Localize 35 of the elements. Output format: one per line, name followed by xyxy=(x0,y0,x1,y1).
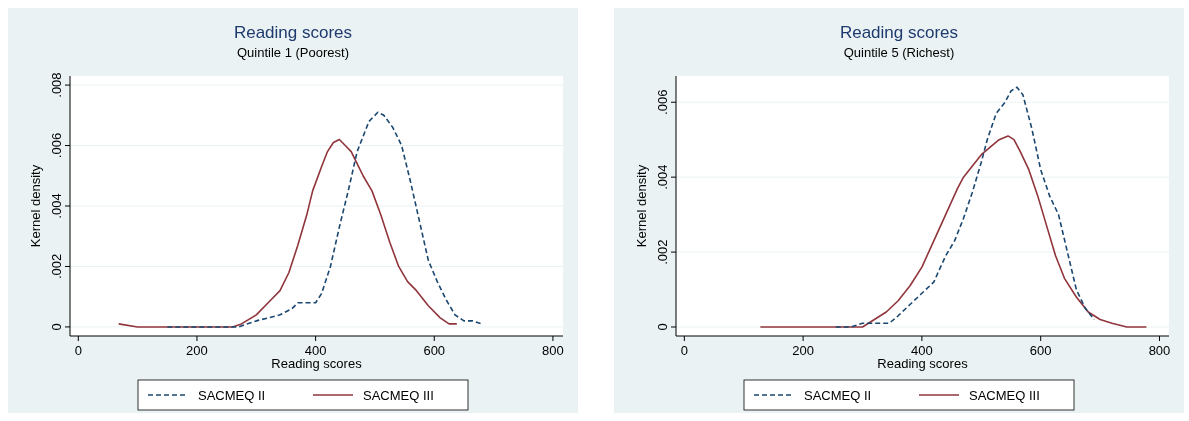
line-series xyxy=(117,138,458,328)
chart-subtitle: Quintile 5 (Richest) xyxy=(843,45,955,60)
legend-label: SACMEQ II xyxy=(198,388,266,403)
y-tick-label: .004 xyxy=(655,164,670,190)
line-series xyxy=(759,135,1148,328)
x-tick-label: 600 xyxy=(1029,343,1052,358)
y-tick-label: .006 xyxy=(655,89,670,115)
line-series xyxy=(166,111,483,328)
chart-subtitle: Quintile 1 (Poorest) xyxy=(237,45,349,60)
x-tick-label: 400 xyxy=(911,343,933,358)
x-tick-label: 600 xyxy=(423,343,446,358)
legend-label: SACMEQ III xyxy=(969,388,1040,403)
x-tick-label: 800 xyxy=(1148,343,1171,358)
x-tick-label: 400 xyxy=(304,343,327,358)
y-tick-label: .004 xyxy=(49,193,64,219)
y-tick-label: .002 xyxy=(655,239,670,265)
y-tick-label: 0 xyxy=(49,323,64,331)
x-axis-title: Reading scores xyxy=(271,356,363,371)
legend-label: SACMEQ II xyxy=(804,388,872,403)
x-tick-label: 0 xyxy=(74,343,82,358)
chart-title: Reading scores xyxy=(233,23,353,42)
chart-title: Reading scores xyxy=(839,23,959,42)
line-series xyxy=(834,86,1095,328)
y-tick-label: .002 xyxy=(49,253,64,280)
y-tick-label: .008 xyxy=(49,72,64,98)
y-tick-label: 0 xyxy=(655,323,670,331)
x-tick-label: 200 xyxy=(186,343,208,358)
x-tick-label: 0 xyxy=(680,343,688,358)
x-tick-label: 200 xyxy=(792,343,814,358)
y-tick-label: .006 xyxy=(49,132,64,159)
legend-label: SACMEQ III xyxy=(363,388,434,403)
y-axis-title: Kernel density xyxy=(634,164,649,248)
x-axis-title: Reading scores xyxy=(877,356,969,371)
x-tick-label: 800 xyxy=(542,343,564,358)
y-axis-title: Kernel density xyxy=(28,164,43,248)
